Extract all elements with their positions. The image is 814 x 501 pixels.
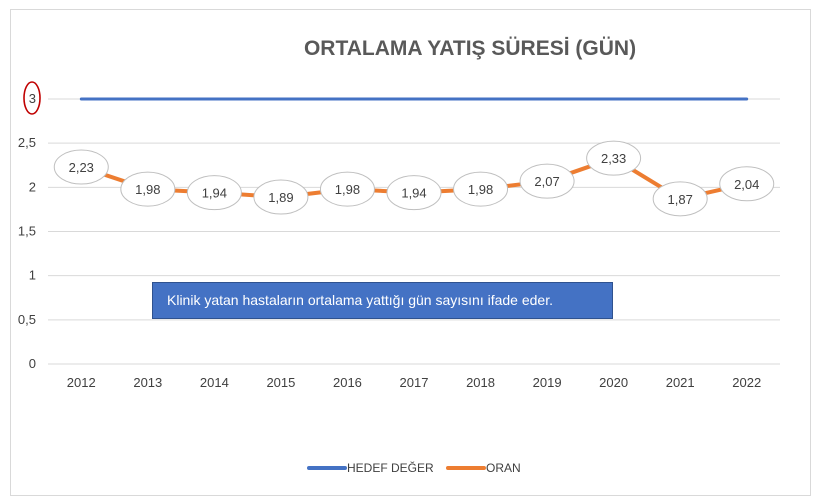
y-tick-label: 1 [29, 268, 36, 283]
data-label-bubble [120, 171, 176, 207]
y-tick-label: 1,5 [18, 224, 36, 239]
legend-label-1: ORAN [486, 461, 521, 475]
chart-frame [10, 9, 811, 496]
data-label: 1,87 [668, 192, 693, 207]
annotation-box: Klinik yatan hastaların ortalama yattığı… [152, 282, 613, 319]
data-label: 2,23 [69, 160, 94, 175]
x-tick-label: 2022 [732, 375, 761, 390]
x-tick-label: 2012 [67, 375, 96, 390]
x-tick-label: 2021 [666, 375, 695, 390]
x-tick-label: 2013 [133, 375, 162, 390]
data-label-bubble [719, 166, 775, 202]
y-tick-label: 0,5 [18, 312, 36, 327]
x-tick-label: 2017 [400, 375, 429, 390]
data-label-bubble [519, 163, 575, 199]
x-tick-label: 2018 [466, 375, 495, 390]
x-tick-label: 2020 [599, 375, 628, 390]
y-axis-ticks: 0 0,5 1 1,5 2 2,5 3 [18, 81, 41, 371]
data-label-bubble [586, 140, 642, 176]
data-label: 1,98 [468, 182, 493, 197]
data-label: 1,98 [135, 182, 160, 197]
y-tick-label: 2,5 [18, 135, 36, 150]
data-label: 1,98 [335, 182, 360, 197]
x-tick-label: 2019 [533, 375, 562, 390]
x-tick-label: 2014 [200, 375, 229, 390]
gridlines [48, 98, 780, 365]
data-label: 2,04 [734, 177, 759, 192]
data-label: 1,94 [202, 186, 227, 201]
data-label: 2,07 [534, 174, 559, 189]
tick-highlight-circle [23, 81, 41, 115]
y-tick-label: 0 [29, 356, 36, 371]
data-label: 1,89 [268, 190, 293, 205]
data-label-bubble [253, 179, 309, 215]
data-label-bubble [53, 149, 109, 185]
x-tick-label: 2016 [333, 375, 362, 390]
data-label-bubble [652, 181, 708, 217]
chart-title: ORTALAMA YATIŞ SÜRESİ (GÜN) [304, 37, 636, 60]
data-label-bubble [453, 171, 509, 207]
data-label-bubble [186, 175, 242, 211]
legend-label-0: HEDEF DEĞER [347, 460, 434, 475]
data-labels: 2,23 1,98 1,94 1,89 1,98 1,94 1,98 2,07 2,33 1,87… [53, 140, 775, 217]
data-label-bubble [319, 171, 375, 207]
data-label: 2,33 [601, 151, 626, 166]
data-label-bubble [386, 175, 442, 211]
x-tick-label: 2015 [266, 375, 295, 390]
legend: HEDEF DEĞER ORAN [307, 460, 521, 475]
y-tick-label: 2 [29, 179, 36, 194]
x-axis-ticks: 2012 2013 2014 2015 2016 2017 2018 2019 2020 2021… [67, 375, 761, 390]
data-label: 1,94 [401, 186, 426, 201]
y-tick-label: 3 [29, 91, 36, 106]
